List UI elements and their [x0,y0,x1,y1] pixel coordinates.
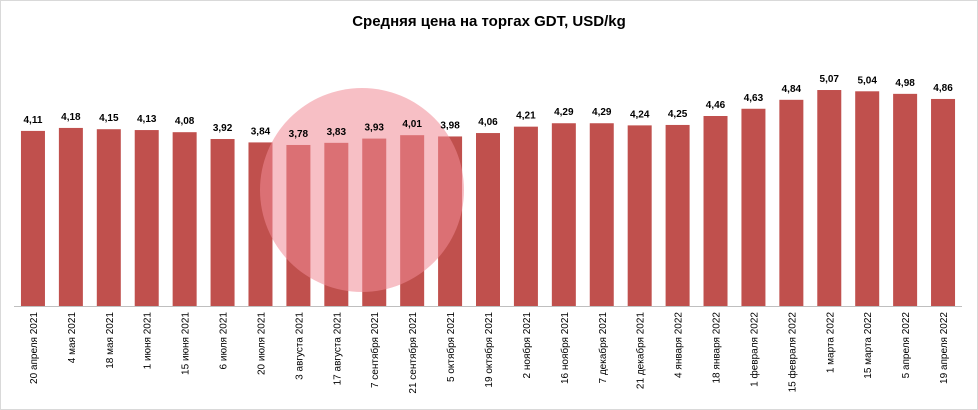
value-label: 3,92 [213,123,233,134]
value-label: 3,93 [365,123,385,134]
bar [96,129,121,306]
bar [172,132,197,306]
value-label: 4,11 [23,115,42,126]
value-label: 3,98 [440,120,460,131]
bar [513,126,538,307]
watermark-circle [260,88,464,292]
value-label: 4,06 [478,117,498,128]
x-tick-label: 19 октября 2021 [483,312,495,388]
x-tick-label: 3 августа 2021 [294,312,305,380]
bar [741,108,766,307]
value-label: 4,24 [630,109,650,120]
value-label: 4,29 [592,107,612,118]
x-tick-label: 1 июня 2021 [143,312,154,370]
watermark [260,88,464,292]
bar [20,130,45,306]
value-label: 5,07 [820,74,840,85]
x-tick-label: 2 ноября 2021 [521,312,533,379]
value-label: 4,86 [933,83,953,94]
chart-title: Средняя цена на торгах GDT, USD/kg [352,13,626,30]
value-label: 4,25 [668,109,688,120]
x-tick-label: 1 марта 2022 [825,312,836,374]
bar [931,98,956,307]
value-label: 4,21 [516,111,536,122]
x-tick-label: 7 сентября 2021 [369,312,381,388]
x-tick-label: 20 июля 2021 [256,312,267,375]
value-label: 5,04 [857,75,877,86]
bar [703,116,728,306]
value-label: 4,18 [61,112,81,123]
x-tick-label: 5 апреля 2022 [901,312,912,379]
bar [665,124,690,306]
value-label: 4,63 [744,93,764,104]
bar [58,127,83,306]
value-label: 3,83 [327,127,347,138]
x-tick-label: 7 декабря 2021 [597,312,609,384]
x-tick-label: 4 января 2022 [674,312,685,378]
x-tick-label: 19 апреля 2022 [939,312,950,384]
bar [134,130,159,306]
value-label: 3,84 [251,126,271,137]
bar [476,133,500,306]
x-tick-label: 18 января 2022 [712,312,723,384]
value-label: 4,46 [706,100,726,111]
bar [817,90,842,306]
bar [210,139,235,306]
x-tick-label: 1 февраля 2022 [748,312,760,387]
x-tick-label: 15 февраля 2022 [786,312,798,393]
bar [855,91,880,307]
value-label: 4,08 [175,116,195,127]
x-tick-label: 15 марта 2022 [863,312,874,379]
x-tick-label: 5 октября 2021 [445,312,457,382]
x-tick-label: 18 мая 2021 [105,312,116,369]
bars [20,90,956,307]
value-label: 3,78 [289,129,309,140]
x-tick-label: 6 июля 2021 [219,312,230,370]
x-tick-label: 15 июня 2021 [181,312,192,375]
value-label: 4,13 [137,114,157,125]
bar [779,99,804,306]
bar [551,123,576,306]
value-label: 4,84 [782,84,802,95]
value-label: 4,29 [554,107,574,118]
bar [627,125,652,306]
bar [589,123,614,306]
value-label: 4,15 [99,113,119,124]
x-tick-label: 21 сентября 2021 [407,312,419,394]
x-tick-label: 21 декабря 2021 [635,312,647,390]
bar [893,93,918,307]
value-label: 4,01 [402,119,422,130]
x-tick-label: 16 ноября 2021 [559,312,571,384]
x-tick-label: 4 мая 2021 [67,312,78,364]
x-tick-label: 20 апреля 2021 [29,312,40,384]
x-tick-label: 17 августа 2021 [332,312,343,386]
value-label: 4,98 [895,78,915,89]
labels: 4,11 20 апреля 2021 4,18 4 мая 2021 4,15 18 м… [23,74,953,394]
